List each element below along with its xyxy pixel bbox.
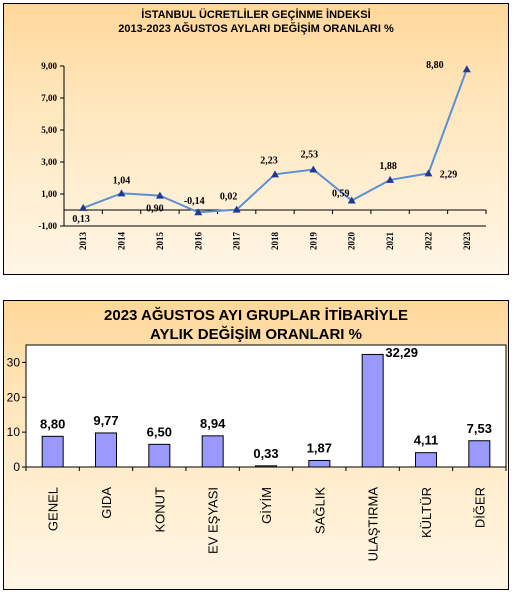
- y-tick-label: 5,00: [41, 125, 57, 135]
- bar-chart-subtitle: AYLIK DEĞİŞİM ORANLARI %: [150, 326, 362, 343]
- bar: [255, 465, 277, 468]
- data-label: 8,80: [426, 60, 444, 71]
- data-label: 8,94: [200, 416, 226, 431]
- y-tick-label: 30: [7, 355, 21, 369]
- bar: [95, 432, 117, 468]
- data-point: [155, 191, 164, 199]
- data-point: [386, 175, 395, 183]
- data-label: -0,14: [184, 196, 205, 207]
- line-chart-panel: İSTANBUL ÜCRETLİLER GEÇİNME İNDEKSİ 2013…: [3, 3, 509, 275]
- bar-chart: 0 10 20 30 8,80 GENEL 9,77 GIDA 6,50 KONUT 8,94 EV …: [7, 344, 507, 562]
- data-label: 0,33: [253, 446, 278, 461]
- data-label: 0,02: [220, 192, 238, 203]
- data-point: [79, 203, 88, 211]
- line-chart-subtitle: 2013-2023 AĞUSTOS AYLARI DEĞİŞİM ORANLAR…: [118, 23, 394, 35]
- x-tick-label: KONUT: [152, 487, 167, 533]
- x-tick-label: 2021: [385, 232, 395, 251]
- y-tick-label: -1,00: [38, 221, 57, 231]
- x-tick-label: 2022: [423, 232, 433, 251]
- data-label: 8,80: [40, 416, 65, 431]
- data-label: 0,59: [332, 189, 350, 200]
- series-line: [82, 68, 468, 214]
- data-label: 32,29: [385, 345, 418, 360]
- x-tick-label: GİYİM: [259, 487, 274, 524]
- data-label: 2,23: [260, 155, 278, 166]
- y-tick-label: 9,00: [41, 61, 57, 71]
- data-label: 1,04: [113, 175, 131, 186]
- x-tick-label: ULAŞTIRMA: [366, 487, 381, 562]
- x-tick-label: 2023: [462, 232, 472, 251]
- x-tick-label: 2015: [155, 232, 165, 251]
- x-tick-label: 2019: [308, 232, 318, 251]
- data-point: [271, 170, 279, 178]
- data-label: 6,50: [147, 424, 172, 439]
- data-label: 4,11: [414, 433, 439, 448]
- bar: [468, 440, 491, 468]
- data-point: [462, 65, 471, 73]
- bar-chart-panel: 2023 AĞUSTOS AYI GRUPLAR İTİBARİYLE AYLI…: [3, 300, 509, 590]
- data-point: [309, 165, 318, 173]
- data-point: [232, 205, 241, 213]
- data-label: 0,90: [146, 204, 164, 215]
- bar: [201, 435, 224, 468]
- data-point: [117, 189, 126, 197]
- data-label: 1,87: [307, 440, 332, 455]
- data-label: 9,77: [93, 413, 118, 428]
- data-point: [347, 196, 356, 204]
- data-label: 2,29: [440, 169, 458, 180]
- y-tick-label: 7,00: [41, 93, 57, 103]
- x-tick-label: 2020: [347, 232, 357, 251]
- data-point: [194, 208, 203, 216]
- bar: [41, 435, 64, 468]
- bar: [308, 459, 331, 468]
- data-label: 7,53: [467, 421, 492, 436]
- line-chart: -1,00 1,00 3,00 5,00 7,00 9,00 2013 2014 2015 201…: [38, 60, 487, 251]
- data-point: [424, 169, 433, 177]
- bar-chart-title: 2023 AĞUSTOS AYI GRUPLAR İTİBARİYLE: [104, 307, 408, 324]
- x-tick-label: GIDA: [99, 487, 114, 519]
- x-tick-label: 2014: [117, 232, 127, 251]
- bar: [361, 353, 384, 468]
- x-tick-label: 2013: [78, 232, 88, 251]
- x-tick-label: GENEL: [46, 487, 61, 531]
- x-tick-label: 2016: [193, 232, 203, 251]
- x-tick-label: 2017: [232, 232, 242, 251]
- x-tick-label: 2018: [270, 232, 280, 251]
- y-tick-label: 1,00: [41, 189, 57, 199]
- x-tick-label: DİĞER: [472, 487, 487, 528]
- data-label: 0,13: [72, 214, 90, 225]
- y-tick-label: 20: [7, 390, 21, 404]
- y-tick-label: 0: [13, 460, 20, 474]
- y-tick-label: 10: [7, 425, 21, 439]
- bar: [415, 452, 437, 468]
- data-label: 1,88: [379, 161, 397, 172]
- y-tick-label: 3,00: [41, 157, 57, 167]
- x-tick-label: EV EŞYASI: [206, 487, 221, 554]
- x-tick-label: KÜLTÜR: [419, 487, 434, 538]
- data-label: 2,53: [301, 150, 319, 161]
- x-tick-label: SAĞLIK: [312, 487, 327, 534]
- bar: [148, 443, 171, 468]
- line-chart-title: İSTANBUL ÜCRETLİLER GEÇİNME İNDEKSİ: [141, 9, 371, 21]
